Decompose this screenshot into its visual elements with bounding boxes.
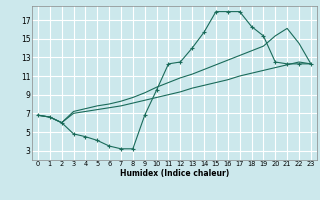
X-axis label: Humidex (Indice chaleur): Humidex (Indice chaleur) [120, 169, 229, 178]
